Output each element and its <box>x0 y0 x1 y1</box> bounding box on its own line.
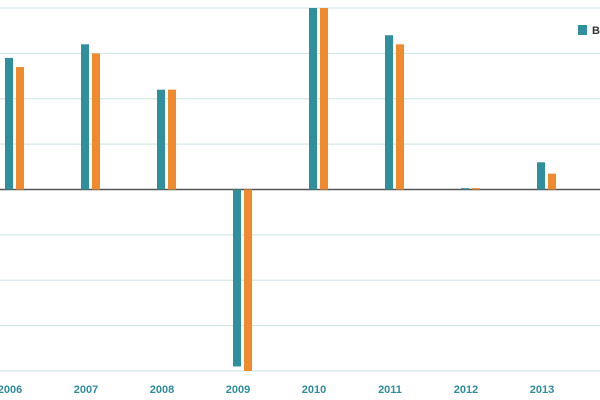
x-tick-label: 2010 <box>302 384 326 396</box>
bar <box>396 44 404 190</box>
x-tick-label: 2013 <box>530 384 554 396</box>
bar <box>537 162 545 190</box>
bar <box>548 173 556 190</box>
x-tick-label: 2006 <box>0 384 22 396</box>
legend-swatch <box>578 25 587 35</box>
bar <box>157 89 165 190</box>
bar <box>92 53 100 190</box>
x-tick-label: 2007 <box>74 384 98 396</box>
legend-label: B <box>592 25 600 37</box>
bar <box>233 189 241 367</box>
bar <box>81 44 89 190</box>
bar <box>16 66 24 190</box>
bar <box>5 57 13 190</box>
bar <box>320 8 328 190</box>
bar <box>168 89 176 190</box>
bar <box>472 188 480 190</box>
x-tick-label: 2008 <box>150 384 174 396</box>
x-tick-label: 2009 <box>226 384 250 396</box>
bar <box>461 188 469 190</box>
bar <box>309 8 317 190</box>
bar <box>385 35 393 190</box>
bar <box>244 189 252 371</box>
x-tick-label: 2011 <box>378 384 402 396</box>
x-tick-label: 2012 <box>454 384 478 396</box>
